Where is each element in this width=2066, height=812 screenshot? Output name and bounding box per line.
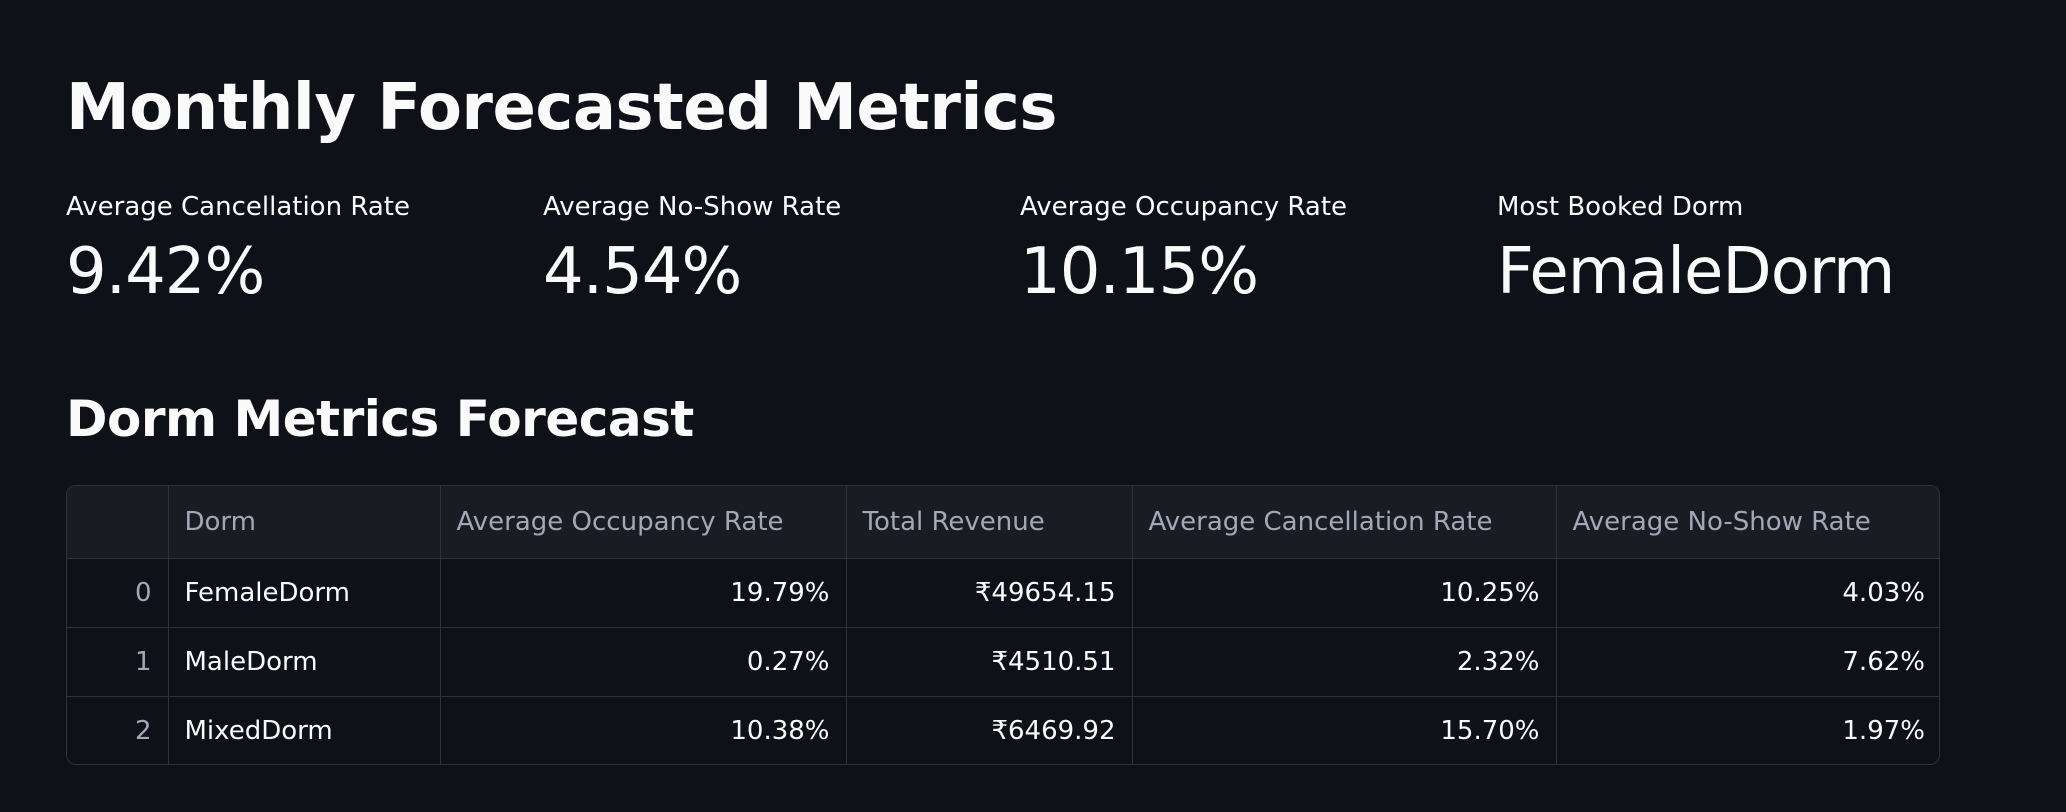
cell-occupancy[interactable]: 10.38% [440,696,847,764]
metric-most-booked-dorm: Most Booked Dorm FemaleDorm [1497,188,1967,312]
metric-value: 9.42% [66,235,265,309]
metric-label: Average Occupancy Rate [1020,192,1348,222]
cell-no-show[interactable]: 4.03% [1556,558,1939,628]
table-row: 0 FemaleDorm 19.79% ₹49654.15 10.25% 4.0… [67,558,1939,628]
cell-occupancy[interactable]: 0.27% [440,627,847,697]
dorm-metrics-table[interactable]: Dorm Average Occupancy Rate Total Revenu… [66,485,1940,765]
cell-dorm[interactable]: FemaleDorm [168,558,441,628]
data-table: Dorm Average Occupancy Rate Total Revenu… [67,486,1939,764]
row-index[interactable]: 0 [67,558,169,628]
cell-cancellation[interactable]: 10.25% [1132,558,1557,628]
cell-revenue[interactable]: ₹4510.51 [846,627,1133,697]
table-header-row: Dorm Average Occupancy Rate Total Revenu… [67,486,1939,559]
cell-cancellation[interactable]: 2.32% [1132,627,1557,697]
section-title: Dorm Metrics Forecast [66,390,694,448]
metric-value: 10.15% [1020,235,1259,309]
metric-label: Average No-Show Rate [543,192,842,222]
metric-label: Average Cancellation Rate [66,192,410,222]
cell-dorm[interactable]: MaleDorm [168,627,441,697]
metric-value: FemaleDorm [1497,235,1895,309]
metric-label: Most Booked Dorm [1497,192,1744,222]
row-index[interactable]: 2 [67,696,169,764]
metric-cancellation-rate: Average Cancellation Rate 9.42% [66,188,536,312]
cell-dorm[interactable]: MixedDorm [168,696,441,764]
metric-occupancy-rate: Average Occupancy Rate 10.15% [1020,188,1490,312]
cell-occupancy[interactable]: 19.79% [440,558,847,628]
cell-no-show[interactable]: 1.97% [1842,715,1925,746]
column-header-index[interactable] [67,486,169,559]
cell-revenue[interactable]: ₹49654.15 [846,558,1133,628]
cell-no-show[interactable]: 7.62% [1556,627,1939,697]
column-header-no-show[interactable]: Average No-Show Rate [1556,486,1939,559]
cell-cancellation[interactable]: 15.70% [1132,696,1557,764]
metric-no-show-rate: Average No-Show Rate 4.54% [543,188,1013,312]
table-row: 2 MixedDorm 10.38% ₹6469.92 15.70% 1.97% [67,696,1939,764]
column-header-cancellation[interactable]: Average Cancellation Rate [1132,486,1557,559]
metrics-row: Average Cancellation Rate 9.42% Average … [66,188,2006,328]
column-header-occupancy[interactable]: Average Occupancy Rate [440,486,847,559]
page-title: Monthly Forecasted Metrics [66,71,1057,145]
column-header-revenue[interactable]: Total Revenue [846,486,1133,559]
table-row: 1 MaleDorm 0.27% ₹4510.51 2.32% 7.62% [67,627,1939,697]
row-index[interactable]: 1 [67,627,169,697]
metric-value: 4.54% [543,235,742,309]
column-header-dorm[interactable]: Dorm [168,486,441,559]
cell-revenue[interactable]: ₹6469.92 [846,696,1133,764]
